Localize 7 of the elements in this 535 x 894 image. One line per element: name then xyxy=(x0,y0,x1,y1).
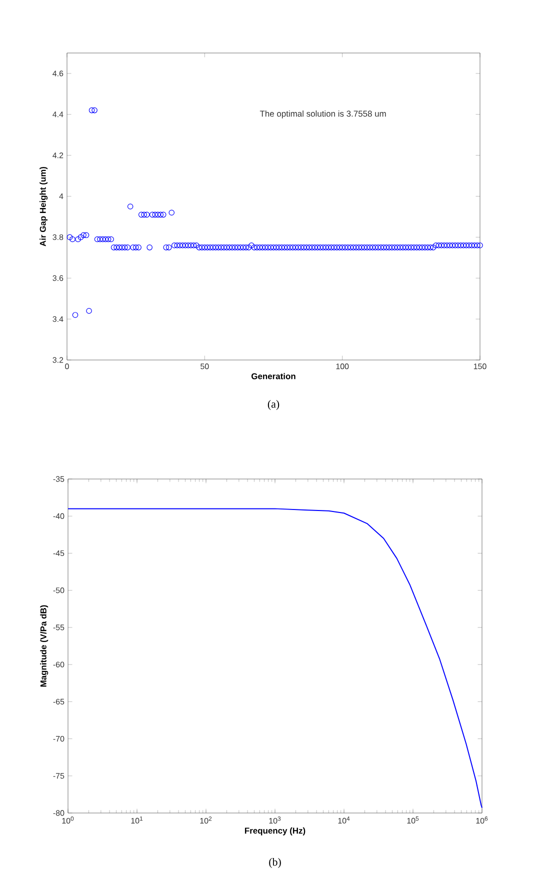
y-axis-title: Air Gap Height (um) xyxy=(40,166,48,246)
text: (a) xyxy=(268,400,280,410)
x-axis-title: Frequency (Hz) xyxy=(244,827,306,836)
y-axis-title: Magnitude (V/Pa dB) xyxy=(40,605,48,687)
text: (b) xyxy=(269,858,281,868)
x-axis-title: Generation xyxy=(251,373,296,380)
annotation: The optimal solution is 3.7558 um xyxy=(260,110,386,118)
